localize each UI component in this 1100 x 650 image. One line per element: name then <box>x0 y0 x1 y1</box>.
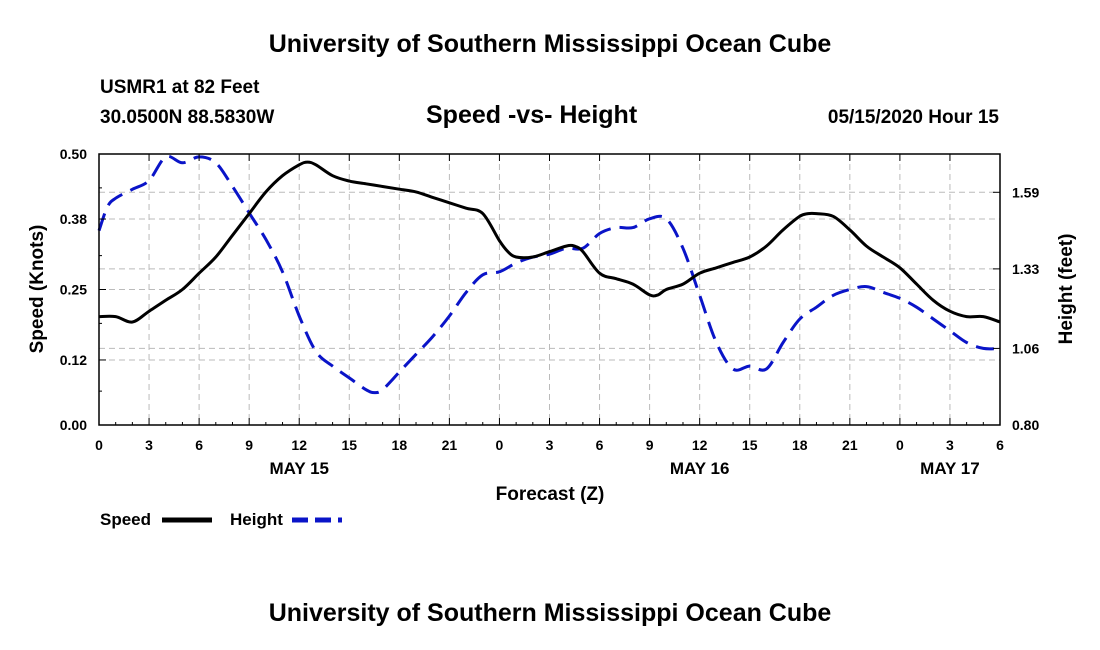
x-tick-label: 9 <box>245 437 253 453</box>
x-tick-label: 3 <box>145 437 153 453</box>
y-tick-label: 0.38 <box>60 211 87 227</box>
x-axis-label: Forecast (Z) <box>496 484 605 505</box>
axes: 0 3 6 9 12 15 18 21 0 3 6 9 12 15 18 21 0 3 6 0.00 0.12 0.25 0… <box>60 146 1040 478</box>
legend: Speed Height <box>100 510 342 529</box>
legend-height-label: Height <box>230 510 283 529</box>
forecast-datetime: 05/15/2020 Hour 15 <box>827 107 999 128</box>
x-tick-label: 6 <box>996 437 1004 453</box>
x-tick-label: 0 <box>896 437 904 453</box>
y-tick-label: 0.00 <box>60 417 87 433</box>
chart-main-title: University of Southern Mississippi Ocean… <box>268 30 832 58</box>
axis-labels: Speed (Knots) Height (feet) Forecast (Z) <box>27 225 1077 505</box>
x-tick-label: 12 <box>291 437 307 453</box>
series-group <box>97 154 1001 395</box>
y-tick-label: 0.50 <box>60 146 87 162</box>
x-tick-label: 15 <box>341 437 357 453</box>
x-tick-label: 9 <box>646 437 654 453</box>
date-label: MAY 17 <box>920 459 980 478</box>
footer-title: University of Southern Mississippi Ocean… <box>268 599 832 627</box>
x-tick-label: 3 <box>546 437 554 453</box>
date-label: MAY 15 <box>269 459 329 478</box>
legend-speed-label: Speed <box>100 510 151 529</box>
station-coordinates: 30.0500N 88.5830W <box>100 107 275 128</box>
x-tick-label: 18 <box>792 437 808 453</box>
speed-series-line <box>98 160 1001 324</box>
y-axis-label: Speed (Knots) <box>27 225 48 354</box>
y-tick-label: 0.25 <box>60 282 87 298</box>
station-label: USMR1 at 82 Feet <box>100 77 260 98</box>
y2-tick-label: 1.06 <box>1012 340 1039 356</box>
x-tick-label: 15 <box>742 437 758 453</box>
x-tick-label: 3 <box>946 437 954 453</box>
y2-axis-label: Height (feet) <box>1056 234 1077 345</box>
x-tick-label: 6 <box>195 437 203 453</box>
x-tick-label: 21 <box>442 437 458 453</box>
y2-tick-label: 1.33 <box>1012 261 1039 277</box>
x-tick-label: 0 <box>95 437 103 453</box>
grid <box>99 154 1000 425</box>
x-tick-label: 6 <box>596 437 604 453</box>
y2-tick-label: 0.80 <box>1012 417 1039 433</box>
y2-tick-label: 1.59 <box>1012 184 1039 200</box>
y-tick-label: 0.12 <box>60 352 87 368</box>
x-tick-label: 12 <box>692 437 708 453</box>
x-tick-label: 18 <box>392 437 408 453</box>
chart-subtitle: Speed -vs- Height <box>426 101 638 129</box>
x-tick-label: 21 <box>842 437 858 453</box>
date-label: MAY 16 <box>670 459 730 478</box>
x-tick-label: 0 <box>496 437 504 453</box>
